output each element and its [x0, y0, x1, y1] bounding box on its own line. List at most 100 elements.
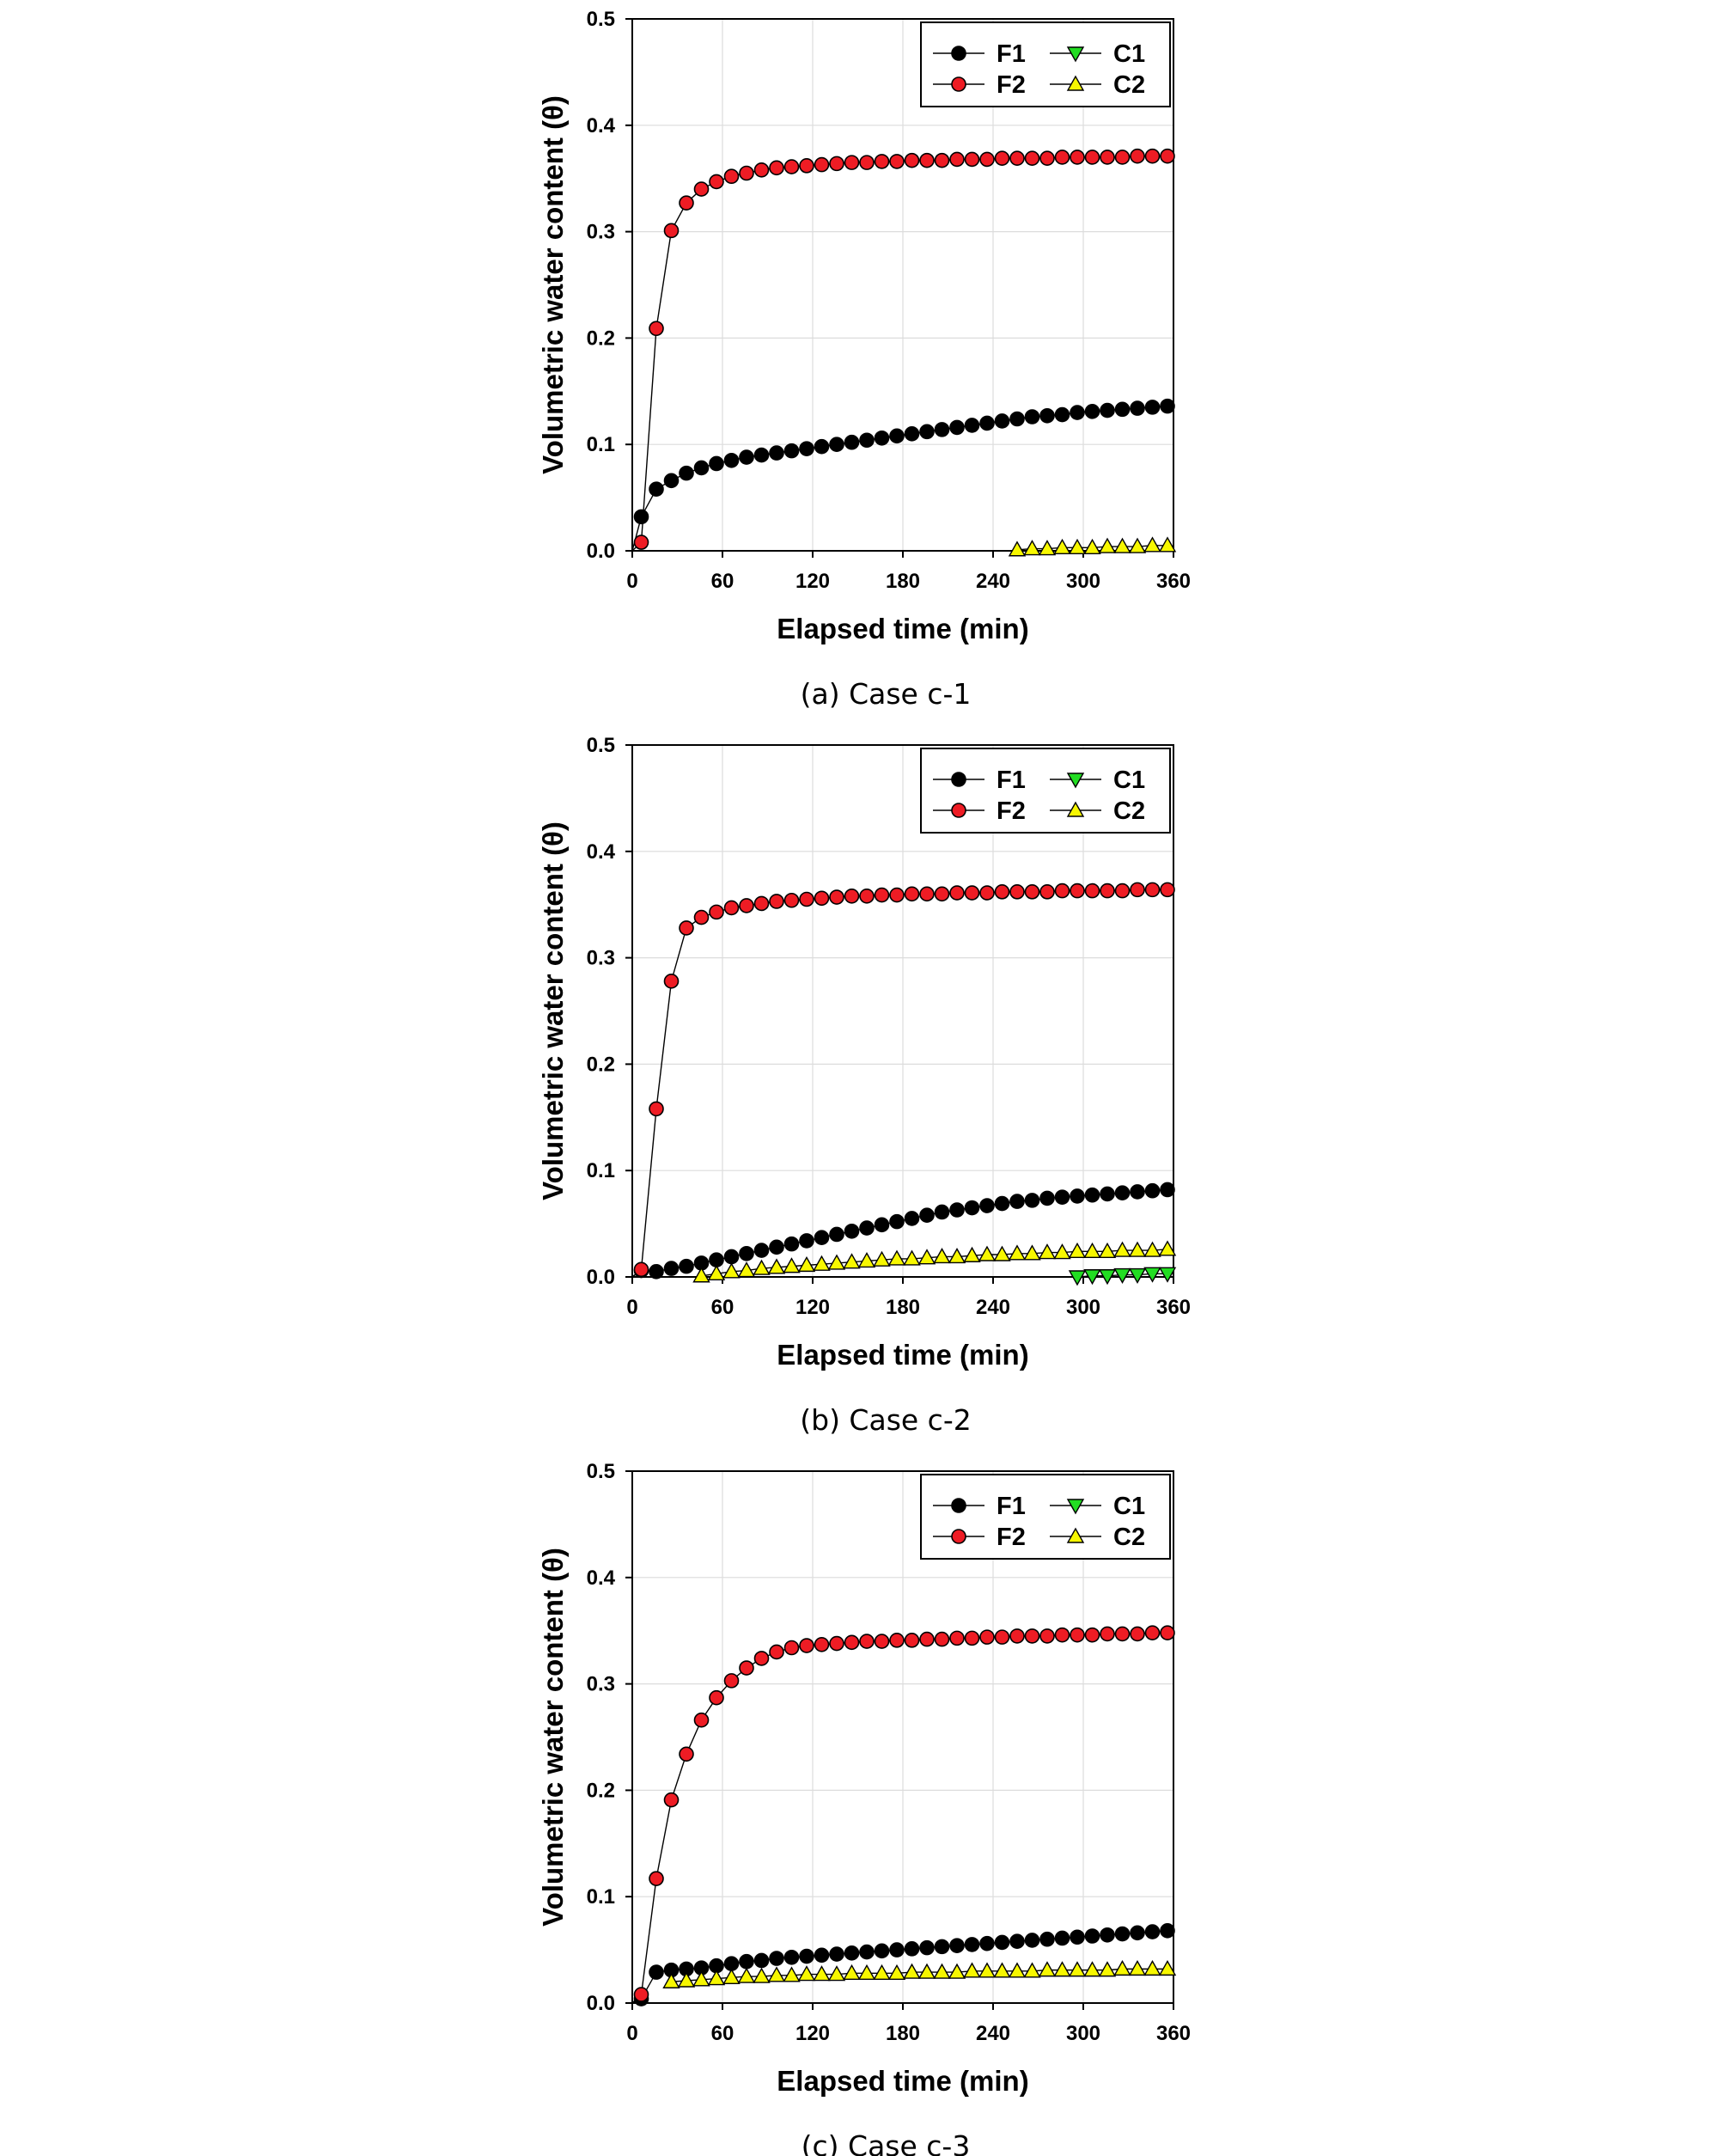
x-tick-label: 180 [886, 570, 920, 593]
y-tick-label: 0.0 [587, 1992, 615, 2015]
data-point-f2 [693, 909, 710, 925]
y-tick-label: 0.4 [587, 114, 616, 137]
data-point-f1 [994, 1195, 1010, 1212]
data-point-f1 [709, 1252, 724, 1267]
data-point-f1 [1130, 400, 1145, 416]
data-point-f2 [693, 1712, 710, 1728]
data-point-f1 [919, 424, 935, 440]
data-point-f2 [1114, 883, 1131, 899]
data-point-f1 [783, 443, 800, 459]
data-point-f2 [844, 888, 860, 904]
legend-label-f2: F2 [997, 797, 1026, 825]
data-point-f1 [859, 1220, 875, 1236]
data-point-f1 [964, 1200, 980, 1216]
data-point-c2 [753, 1967, 771, 1983]
data-point-f1 [949, 419, 965, 436]
data-point-f2 [799, 1638, 814, 1653]
data-point-f2 [663, 974, 680, 989]
data-point-f2 [1144, 148, 1161, 164]
legend: F1 C1 F2 C2 [920, 748, 1171, 834]
legend-box [920, 748, 1171, 834]
data-point-f1 [769, 1239, 784, 1255]
data-point-f2 [1009, 1628, 1025, 1644]
data-point-f1 [1009, 1933, 1025, 1949]
panel-caption: (b) Case c-2 [800, 1403, 971, 1437]
data-point-f2 [889, 154, 905, 169]
data-point-f1 [753, 447, 770, 463]
data-point-c2 [1128, 537, 1147, 553]
data-point-f2 [649, 321, 664, 337]
data-point-c2 [993, 1962, 1011, 1978]
legend-box [920, 21, 1171, 107]
data-point-f2 [769, 1644, 784, 1660]
data-point-f2 [919, 886, 935, 902]
data-point-f1 [964, 418, 980, 433]
data-point-f2 [859, 1634, 875, 1649]
data-point-f1 [663, 1261, 680, 1276]
y-tick-label: 0.4 [587, 1567, 616, 1590]
data-point-c2 [1038, 540, 1057, 556]
data-point-f1 [1144, 400, 1161, 415]
data-point-f2 [964, 151, 980, 168]
legend-entry-c1: C1 [1050, 40, 1145, 68]
data-point-f1 [979, 1935, 995, 1951]
data-point-f1 [739, 1245, 754, 1261]
data-point-f2 [934, 1631, 950, 1647]
data-point-c2 [1158, 536, 1177, 553]
x-tick-label: 300 [1066, 2022, 1100, 2045]
data-point-c2 [1113, 537, 1131, 553]
data-point-f1 [1039, 1190, 1055, 1206]
data-point-f1 [934, 1939, 950, 1955]
data-point-f1 [874, 1217, 890, 1233]
data-point-f2 [1114, 1626, 1131, 1642]
data-point-f1 [679, 1258, 694, 1274]
data-point-c2 [993, 1245, 1011, 1261]
legend-marker-f1 [951, 1498, 966, 1513]
data-point-c2 [978, 1962, 997, 1978]
data-point-c2 [692, 1267, 710, 1283]
legend-entry-c2: C2 [1050, 797, 1145, 825]
data-point-f2 [1160, 148, 1175, 164]
y-axis-label: Volumetric water content (θ) [537, 1548, 569, 1927]
x-tick-label: 240 [976, 2022, 1010, 2045]
data-point-f2 [1084, 150, 1100, 165]
data-point-c1 [1098, 1269, 1117, 1286]
x-tick-label: 360 [1156, 570, 1191, 593]
data-point-f1 [769, 1951, 784, 1966]
data-point-c2 [1128, 1241, 1147, 1257]
data-point-f2 [949, 1630, 965, 1646]
data-point-f2 [979, 885, 995, 901]
data-point-c2 [1068, 1242, 1087, 1258]
x-tick-label: 360 [1156, 1296, 1191, 1319]
data-point-f1 [904, 1941, 920, 1957]
data-point-c2 [1143, 1241, 1161, 1257]
data-point-f2 [1084, 1627, 1100, 1643]
x-tick-label: 120 [795, 570, 830, 593]
data-point-c2 [1113, 1241, 1131, 1257]
data-point-c2 [767, 1966, 786, 1982]
legend-label-f1: F1 [997, 40, 1026, 68]
legend-entry-f1: F1 [933, 40, 1026, 68]
data-point-c2 [753, 1259, 771, 1275]
data-point-c2 [1023, 1962, 1041, 1978]
chart-panel-2: 0 60 120 180 240 300 360 0.0 0.1 0.2 0.3 0.4 0.5 Elap… [537, 734, 1191, 1437]
data-point-f2 [709, 904, 724, 920]
panel-caption: (a) Case c-1 [801, 677, 972, 711]
data-point-f1 [1039, 1931, 1055, 1947]
x-tick-label: 300 [1066, 1296, 1100, 1319]
data-point-f2 [814, 1636, 830, 1652]
legend-label-c1: C1 [1113, 767, 1145, 794]
data-point-f2 [934, 886, 950, 902]
legend: F1 C1 F2 C2 [920, 1474, 1171, 1560]
legend-box [920, 1474, 1171, 1560]
data-point-f2 [1054, 150, 1070, 165]
data-point-c2 [1098, 1961, 1117, 1977]
data-point-f2 [1039, 884, 1055, 900]
data-point-f2 [679, 920, 694, 936]
data-point-c2 [797, 1255, 816, 1273]
data-point-f1 [934, 1204, 950, 1220]
legend-marker-f1 [951, 772, 966, 787]
data-point-f2 [1070, 150, 1085, 165]
data-point-f2 [1160, 1625, 1175, 1640]
data-point-f1 [1160, 1182, 1175, 1198]
